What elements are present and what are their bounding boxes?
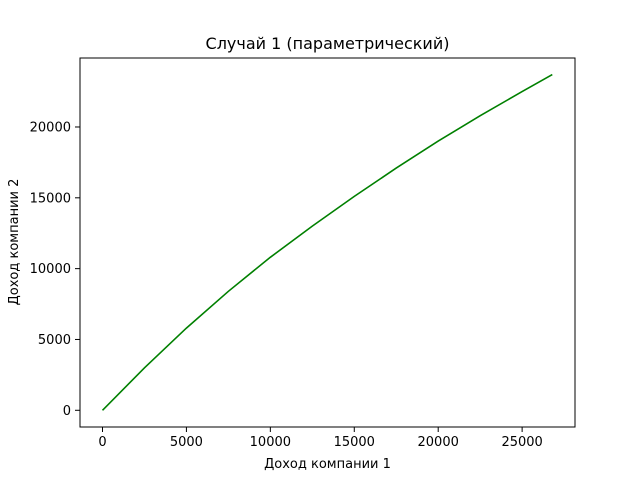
y-tick-label-3: 15000: [30, 191, 71, 206]
y-tick-label-2: 10000: [30, 262, 71, 277]
plot-area: 0 5000 10000 15000 20000 25000 0 5000 10000 15000…: [30, 57, 576, 450]
x-axis-label: Доход компании 1: [264, 457, 391, 472]
plot-frame: [79, 57, 576, 428]
x-tick-label-5: 25000: [501, 435, 542, 450]
y-tick-label-4: 20000: [30, 120, 71, 135]
x-tick-label-0: 0: [98, 435, 106, 450]
x-tick-label-4: 20000: [418, 435, 459, 450]
y-tick-label-1: 5000: [38, 333, 71, 348]
series-line-0: [101, 73, 553, 411]
x-tick-label-3: 15000: [334, 435, 375, 450]
x-tick-label-2: 10000: [250, 435, 291, 450]
x-tick-label-1: 5000: [170, 435, 203, 450]
y-tick-label-0: 0: [63, 404, 71, 419]
chart-title: Случай 1 (параметрический): [206, 34, 450, 53]
y-axis-label: Доход компании 2: [7, 179, 22, 306]
